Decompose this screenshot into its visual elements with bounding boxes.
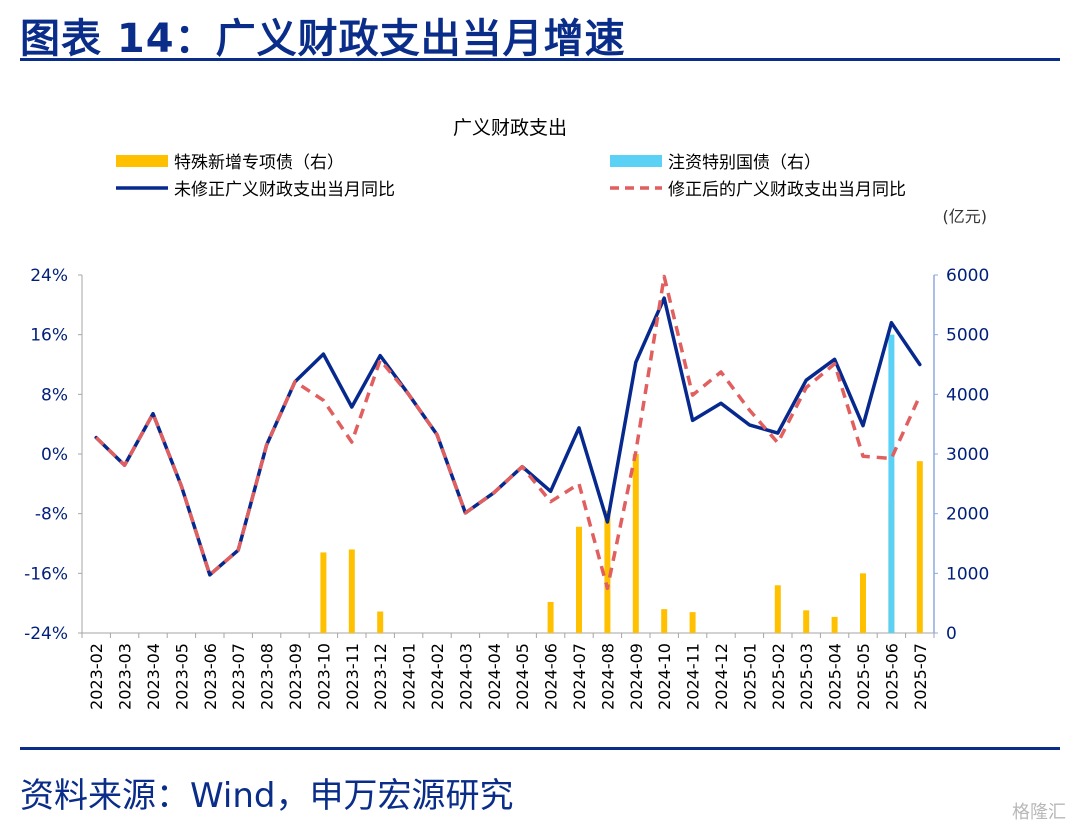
- legend-label: 注资特别国债（右）: [668, 153, 821, 173]
- bar-special_bond: [576, 526, 582, 633]
- x-tick-label: 2023-09: [286, 643, 305, 710]
- title-rule: [20, 58, 1060, 61]
- bar-special_bond: [547, 601, 554, 633]
- x-tick-label: 2024-07: [570, 643, 589, 710]
- bar-special_bond: [632, 454, 639, 633]
- right-tick-label: 1000: [946, 564, 989, 584]
- bar-special_bond: [860, 573, 866, 633]
- plot-area: 24% 16% 8% 0% -8% -16% -24% 6000 5000 4000 3000 200…: [24, 266, 989, 710]
- x-tick-label: 2023-06: [201, 643, 220, 710]
- left-tick-label: 16%: [30, 326, 68, 346]
- x-tick-label: 2023-11: [343, 643, 362, 710]
- left-tick-label: 0%: [41, 445, 68, 465]
- bar-special_bond: [831, 616, 838, 633]
- left-tick-label: -16%: [24, 564, 68, 584]
- x-tick-label: 2023-07: [229, 643, 248, 710]
- x-tick-label: 2025-02: [769, 643, 788, 710]
- x-tick-label: 2024-04: [485, 643, 504, 710]
- left-tick-label: -24%: [24, 624, 68, 644]
- x-tick-label: 2023-08: [258, 643, 277, 710]
- right-tick-label: 2000: [946, 505, 989, 525]
- legend-label: 修正后的广义财政支出当月同比: [668, 180, 906, 200]
- x-tick-label: 2024-03: [456, 643, 475, 710]
- source-rule: [20, 747, 1060, 750]
- bar-special_treasury: [888, 334, 895, 633]
- page-title: 图表 14：广义财政支出当月增速: [20, 16, 626, 62]
- x-tick-label: 2024-11: [684, 643, 703, 710]
- legend-swatch-special_treasury: [610, 155, 662, 167]
- x-tick-label: 2024-06: [542, 643, 561, 710]
- x-tick-label: 2023-12: [371, 643, 390, 710]
- bar-special_bond: [348, 549, 355, 633]
- x-tick-label: 2024-02: [428, 643, 447, 710]
- right-tick-label: 3000: [946, 445, 989, 465]
- bar-special_bond: [774, 585, 781, 633]
- source-note: 资料来源：Wind，申万宏源研究: [20, 776, 514, 816]
- right-axis-unit: (亿元): [943, 207, 988, 226]
- x-tick-label: 2024-12: [712, 643, 731, 710]
- legend-swatch-special_bond: [116, 155, 168, 167]
- x-tick-label: 2025-05: [854, 643, 873, 710]
- line-unadjusted_line: [94, 296, 922, 577]
- x-tick-label: 2025-07: [911, 643, 930, 710]
- right-tick-label: 5000: [946, 326, 989, 346]
- legend: 特殊新增专项债（右） 注资特别国债（右） 未修正广义财政支出当月同比 修正后的广义财政…: [116, 153, 906, 200]
- x-tick-label: 2024-09: [627, 643, 646, 710]
- x-tick-label: 2025-01: [740, 643, 759, 710]
- x-tick-label: 2025-03: [797, 643, 816, 710]
- chart-title: 广义财政支出: [453, 117, 567, 139]
- bar-special_bond: [661, 609, 668, 633]
- watermark: 格隆汇: [1012, 802, 1066, 823]
- right-tick-label: 0: [946, 624, 957, 644]
- x-tick-label: 2025-06: [882, 643, 901, 710]
- x-tick-label: 2025-04: [826, 643, 845, 710]
- right-tick-label: 4000: [946, 385, 989, 405]
- line-adjusted_line: [94, 274, 922, 591]
- left-tick-label: -8%: [35, 505, 68, 525]
- bar-special_bond: [689, 612, 696, 633]
- legend-label: 未修正广义财政支出当月同比: [174, 180, 395, 200]
- bar-special_bond: [604, 510, 611, 633]
- x-tick-label: 2023-02: [87, 643, 106, 710]
- x-tick-label: 2024-01: [400, 643, 419, 710]
- chart: 广义财政支出 特殊新增专项债（右） 注资特别国债（右） 未修正广义财政支出当月同比 修…: [24, 117, 989, 710]
- bar-special_bond: [377, 611, 384, 633]
- right-tick-label: 6000: [946, 266, 989, 286]
- x-tick-label: 2023-05: [172, 643, 191, 710]
- x-tick-label: 2023-03: [116, 643, 135, 710]
- x-tick-label: 2024-05: [513, 643, 532, 710]
- bar-special_bond: [803, 610, 810, 633]
- x-tick-label: 2024-10: [655, 643, 674, 710]
- legend-label: 特殊新增专项债（右）: [174, 153, 344, 173]
- bar-special_bond: [320, 552, 327, 633]
- x-tick-label: 2023-10: [314, 643, 333, 710]
- left-tick-label: 8%: [41, 385, 68, 405]
- x-tick-label: 2023-04: [144, 643, 163, 710]
- left-tick-label: 24%: [30, 266, 68, 286]
- x-tick-label: 2024-08: [598, 643, 617, 710]
- bar-special_bond: [916, 461, 923, 633]
